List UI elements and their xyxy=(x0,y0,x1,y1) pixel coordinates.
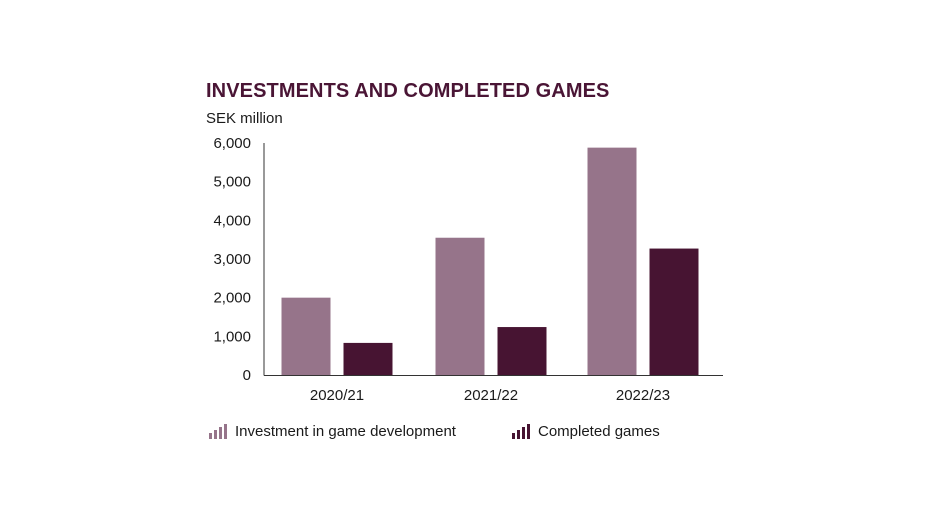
y-tick-label: 4,000 xyxy=(213,212,251,229)
bar-completed-games-2020-21 xyxy=(343,342,393,375)
x-tick-label: 2022/23 xyxy=(616,387,670,404)
bar-investment-2022-23 xyxy=(587,147,637,375)
tick-labels-group: 2020/21 2021/22 2022/23 0 1,000 2,000 3,000 4,0… xyxy=(213,135,670,404)
bar-investment-2020-21 xyxy=(281,297,331,375)
y-tick-label: 3,000 xyxy=(213,251,251,268)
x-tick-label: 2020/21 xyxy=(310,387,364,404)
chart-title: INVESTMENTS AND COMPLETED GAMES xyxy=(206,80,610,102)
y-tick-label: 2,000 xyxy=(213,290,251,307)
y-axis-unit-label: SEK million xyxy=(206,110,283,127)
legend-item-completed-games: Completed games xyxy=(512,420,660,442)
axes-group xyxy=(263,143,723,376)
x-tick-label: 2021/22 xyxy=(464,387,518,404)
bar-investment-2021-22 xyxy=(435,237,485,375)
y-tick-label: 1,000 xyxy=(213,328,251,345)
bar-chart-icon xyxy=(209,423,227,439)
bar-chart-icon xyxy=(512,423,530,439)
legend-label-completed-games: Completed games xyxy=(538,422,660,440)
bar-completed-games-2022-23 xyxy=(649,248,699,375)
y-tick-label: 0 xyxy=(243,367,251,384)
y-tick-label: 6,000 xyxy=(213,135,251,152)
bar-completed-games-2021-22 xyxy=(497,327,547,375)
bars-group xyxy=(281,147,699,375)
legend-label-investment: Investment in game development xyxy=(235,422,456,440)
y-tick-label: 5,000 xyxy=(213,174,251,191)
legend-item-investment: Investment in game development xyxy=(209,420,456,442)
